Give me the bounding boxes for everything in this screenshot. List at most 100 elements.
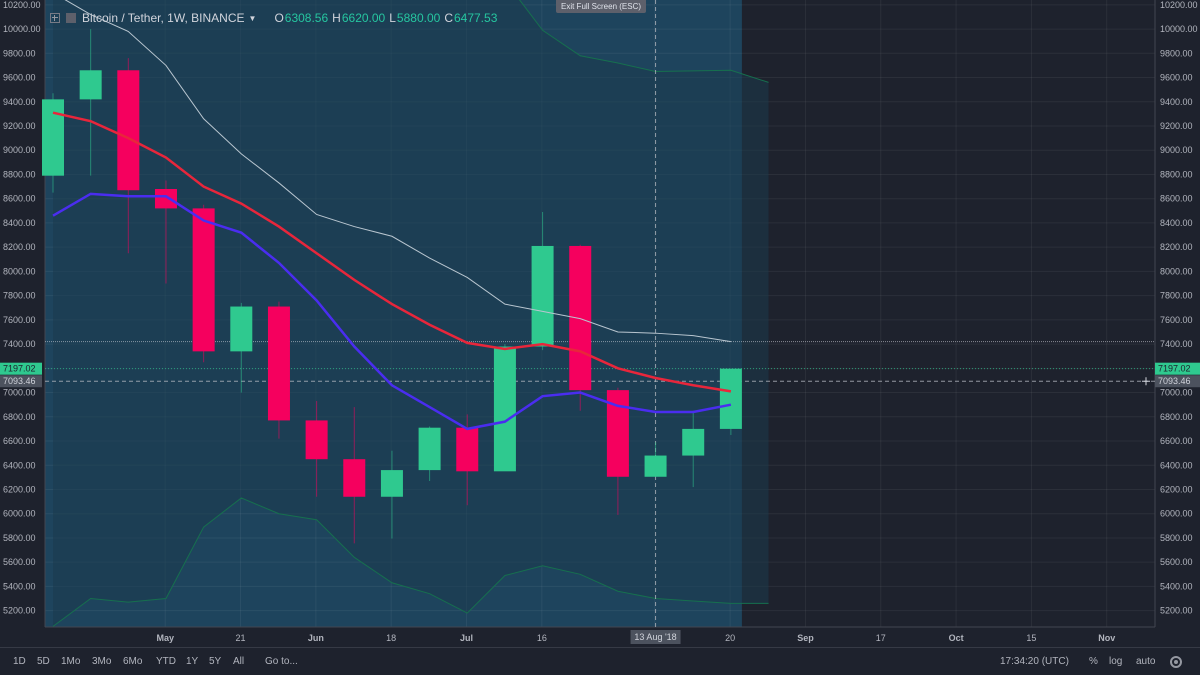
- candle-body: [644, 455, 667, 477]
- y-tick-label-right: 7800.00: [1160, 291, 1193, 301]
- y-tick-label-left: 7400.00: [3, 339, 36, 349]
- moving-average-red: [52, 111, 732, 393]
- y-tick-label-left: 8200.00: [3, 242, 36, 252]
- chart-legend: Bitcoin / Tether, 1W, BINANCE ▼ O 6308.56…: [50, 10, 497, 26]
- y-tick-label-left: 5200.00: [3, 606, 36, 616]
- auto-scale-toggle[interactable]: auto: [1136, 656, 1156, 667]
- y-tick-label-right: 9200.00: [1160, 121, 1193, 131]
- x-tick-label: Jun: [308, 633, 324, 643]
- x-tick-label: 17: [876, 633, 886, 643]
- candle-body: [154, 189, 177, 209]
- band-upper-line: [518, 0, 769, 83]
- candle-body: [682, 428, 705, 456]
- exit-fullscreen-button[interactable]: Exit Full Screen (ESC): [556, 0, 647, 13]
- price-label-text: 7093.46: [3, 376, 36, 386]
- y-tick-label-left: 10000.00: [3, 24, 41, 34]
- y-tick-label-left: 9200.00: [3, 121, 36, 131]
- range-5d-button[interactable]: 5D: [37, 656, 50, 667]
- candle-body: [493, 346, 516, 472]
- y-tick-label-right: 6400.00: [1160, 460, 1193, 470]
- y-tick-label-right: 6200.00: [1160, 484, 1193, 494]
- y-tick-label-left: 7800.00: [3, 291, 36, 301]
- x-tick-label: 18: [386, 633, 396, 643]
- price-chart[interactable]: 5200.00 5200.00 5400.00 5400.00 5600.00 5600.…: [0, 0, 1200, 647]
- close-label: C: [444, 11, 453, 25]
- y-tick-label-right: 10200.00: [1160, 0, 1198, 10]
- range-ytd-button[interactable]: YTD: [156, 656, 176, 667]
- y-tick-label-left: 9600.00: [3, 73, 36, 83]
- range-1mo-button[interactable]: 1Mo: [61, 656, 81, 667]
- y-tick-label-right: 9800.00: [1160, 48, 1193, 58]
- x-tick-label: 21: [236, 633, 246, 643]
- high-label: H: [332, 11, 341, 25]
- y-tick-label-left: 6200.00: [3, 484, 36, 494]
- candle-body: [192, 208, 215, 352]
- y-tick-label-right: 5600.00: [1160, 557, 1193, 567]
- y-tick-label-left: 5400.00: [3, 581, 36, 591]
- y-tick-label-left: 9000.00: [3, 145, 36, 155]
- low-label: L: [389, 11, 396, 25]
- price-label-text: 7197.02: [3, 364, 36, 374]
- range-6mo-button[interactable]: 6Mo: [123, 656, 143, 667]
- y-tick-label-left: 6000.00: [3, 509, 36, 519]
- band-lower-line: [52, 497, 769, 627]
- gear-icon[interactable]: [1170, 656, 1182, 668]
- y-tick-label-left: 8000.00: [3, 266, 36, 276]
- y-tick-label-left: 6800.00: [3, 412, 36, 422]
- y-tick-label-left: 9800.00: [3, 48, 36, 58]
- y-tick-label-right: 7400.00: [1160, 339, 1193, 349]
- chevron-down-icon[interactable]: ▼: [248, 13, 257, 23]
- log-scale-toggle[interactable]: log: [1109, 656, 1123, 667]
- clock-readout[interactable]: 17:34:20 (UTC): [1000, 656, 1069, 667]
- range-3mo-button[interactable]: 3Mo: [92, 656, 112, 667]
- candle-body: [456, 427, 479, 472]
- y-tick-label-right: 6000.00: [1160, 509, 1193, 519]
- candle-body: [343, 459, 366, 497]
- candle-body: [42, 99, 64, 176]
- candle-body: [569, 245, 592, 391]
- expand-icon[interactable]: [50, 13, 60, 23]
- y-tick-label-right: 8200.00: [1160, 242, 1193, 252]
- x-tick-label: 20: [725, 633, 735, 643]
- y-tick-label-left: 10200.00: [3, 0, 41, 10]
- y-tick-label-right: 6800.00: [1160, 412, 1193, 422]
- candle-body: [230, 306, 253, 352]
- y-tick-label-right: 8800.00: [1160, 169, 1193, 179]
- goto-date-button[interactable]: Go to...: [265, 656, 298, 667]
- symbol-color-icon: [66, 13, 76, 23]
- candle-body: [79, 70, 102, 100]
- price-label-box: [1155, 362, 1200, 375]
- y-tick-label-left: 9400.00: [3, 97, 36, 107]
- symbol-title[interactable]: Bitcoin / Tether, 1W, BINANCE: [82, 11, 245, 25]
- high-value: 6620.00: [341, 11, 386, 25]
- y-tick-label-right: 5800.00: [1160, 533, 1193, 543]
- bottom-toolbar: 1D 5D 1Mo 3Mo 6Mo YTD 1Y 5Y All Go to...…: [0, 647, 1200, 675]
- moving-average-blue: [52, 192, 732, 431]
- candle-body: [305, 420, 328, 460]
- y-tick-label-left: 6600.00: [3, 436, 36, 446]
- range-1y-button[interactable]: 1Y: [186, 656, 199, 667]
- range-1d-button[interactable]: 1D: [13, 656, 26, 667]
- candle-body: [719, 368, 742, 429]
- y-tick-label-left: 8600.00: [3, 194, 36, 204]
- x-tick-label: 16: [537, 633, 547, 643]
- y-tick-label-left: 5800.00: [3, 533, 36, 543]
- y-tick-label-right: 9000.00: [1160, 145, 1193, 155]
- price-label-text: 7093.46: [1158, 376, 1191, 386]
- y-tick-label-right: 5200.00: [1160, 606, 1193, 616]
- candle-body: [267, 306, 290, 421]
- range-5y-button[interactable]: 5Y: [209, 656, 222, 667]
- y-tick-label-right: 6600.00: [1160, 436, 1193, 446]
- y-tick-label-left: 7000.00: [3, 388, 36, 398]
- x-tick-label: Sep: [797, 633, 814, 643]
- x-tick-label: Nov: [1098, 633, 1115, 643]
- x-tick-label: 15: [1026, 633, 1036, 643]
- range-all-button[interactable]: All: [233, 656, 245, 667]
- percent-scale-toggle[interactable]: %: [1089, 656, 1098, 667]
- y-tick-label-right: 5400.00: [1160, 581, 1193, 591]
- candle-body: [531, 245, 554, 347]
- crosshair-date-box: [630, 630, 681, 644]
- candle-body: [117, 70, 140, 191]
- price-label-box: [0, 362, 42, 375]
- candle-body: [418, 427, 441, 471]
